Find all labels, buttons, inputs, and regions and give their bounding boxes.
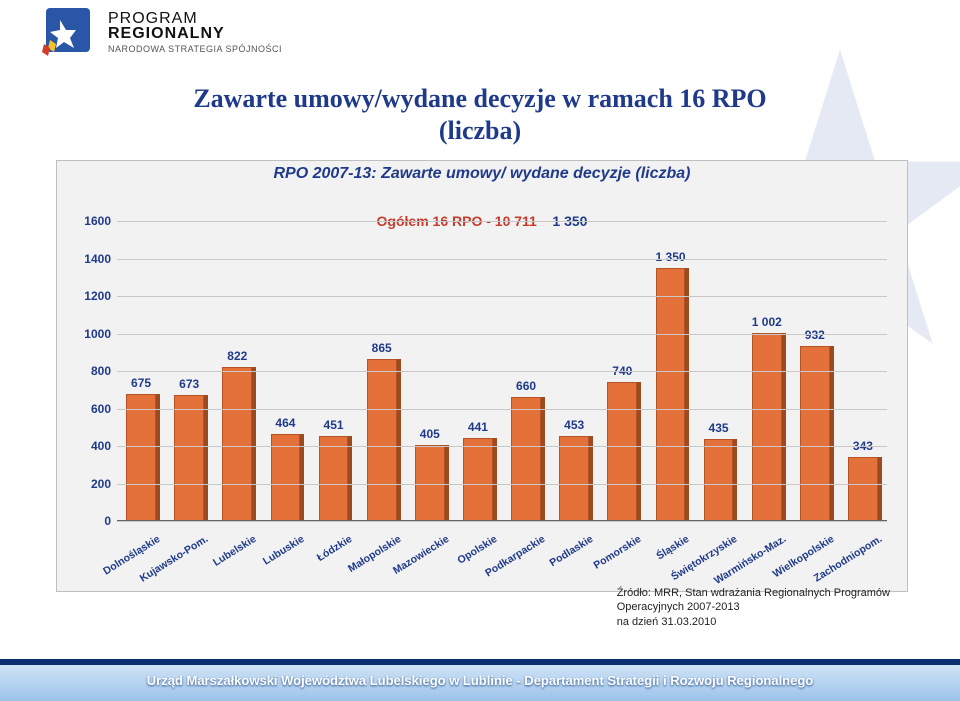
bar-slot: 740 (607, 382, 637, 521)
bar (126, 394, 156, 521)
gridline (117, 484, 887, 485)
source-l1: Źródło: MRR, Stan wdrażania Regionalnych… (617, 586, 890, 600)
gridline (117, 259, 887, 260)
bar-slot: 464 (271, 434, 301, 521)
bar-value-label: 441 (463, 420, 493, 434)
bar-value-label: 1 002 (752, 315, 782, 329)
footer-dark-band (0, 659, 960, 665)
bar-value-label: 453 (559, 418, 589, 432)
bar-slot: 1 002 (752, 333, 782, 521)
x-axis-label: Lubuskie (261, 533, 306, 568)
bar (704, 439, 734, 521)
gridline (117, 371, 887, 372)
bar-slot: 865 (367, 359, 397, 521)
bar-slot: 435 (704, 439, 734, 521)
title-line2: (liczba) (0, 116, 960, 146)
bar-slot: 660 (511, 397, 541, 521)
bar (367, 359, 397, 521)
y-tick-label: 400 (69, 439, 111, 453)
logo-line2: REGIONALNY (108, 26, 282, 43)
footer-bar: Urząd Marszałkowski Województwa Lubelski… (0, 647, 960, 701)
bar-value-label: 435 (704, 421, 734, 435)
y-tick-label: 1600 (69, 214, 111, 228)
source-l2: Operacyjnych 2007-2013 (617, 600, 890, 614)
bar-slot: 822 (222, 367, 252, 521)
bar-slot: 343 (848, 457, 878, 521)
chart-panel: RPO 2007-13: Zawarte umowy/ wydane decyz… (56, 160, 908, 592)
bar-slot: 451 (319, 436, 349, 521)
chart-plot: 675 673 822 464 451 865 405 441 660 453 740 1 350 43… (117, 221, 887, 521)
program-logo: PROGRAM REGIONALNY NARODOWA STRATEGIA SP… (40, 6, 282, 60)
x-axis-label: Podlaskie (548, 533, 596, 569)
bar-value-label: 673 (174, 377, 204, 391)
chart-source: Źródło: MRR, Stan wdrażania Regionalnych… (617, 586, 890, 629)
bar (319, 436, 349, 521)
y-tick-label: 1000 (69, 327, 111, 341)
bar (559, 436, 589, 521)
bar-value-label: 865 (367, 341, 397, 355)
bar (848, 457, 878, 521)
y-tick-label: 1200 (69, 289, 111, 303)
bar-slot: 441 (463, 438, 493, 521)
bar (174, 395, 204, 521)
bar-value-label: 451 (319, 418, 349, 432)
y-tick-label: 600 (69, 402, 111, 416)
y-tick-label: 1400 (69, 252, 111, 266)
bar (800, 346, 830, 521)
x-axis-label: Łódzkie (315, 533, 355, 564)
bar-value-label: 1 350 (656, 250, 686, 264)
x-axis-label: Lubelskie (211, 533, 258, 569)
gridline (117, 296, 887, 297)
bar (222, 367, 252, 521)
gridline (117, 409, 887, 410)
bar-value-label: 660 (511, 379, 541, 393)
bar-value-label: 822 (222, 349, 252, 363)
bar-value-label: 464 (271, 416, 301, 430)
gridline (117, 334, 887, 335)
x-axis-label: Śląskie (655, 533, 692, 562)
page: PROGRAM REGIONALNY NARODOWA STRATEGIA SP… (0, 0, 960, 701)
chart-title: RPO 2007-13: Zawarte umowy/ wydane decyz… (57, 165, 907, 183)
bar (752, 333, 782, 521)
bar (511, 397, 541, 521)
page-title: Zawarte umowy/wydane decyzje w ramach 16… (0, 84, 960, 146)
bar-value-label: 932 (800, 328, 830, 342)
x-axis-label: Pomorskie (592, 533, 644, 572)
bar-slot: 673 (174, 395, 204, 521)
gridline (117, 221, 887, 222)
footer-text: Urząd Marszałkowski Województwa Lubelski… (0, 673, 960, 688)
bar (463, 438, 493, 521)
bar (607, 382, 637, 521)
bar-value-label: 675 (126, 376, 156, 390)
gridline (117, 521, 887, 522)
bar-slot: 675 (126, 394, 156, 521)
bar (271, 434, 301, 521)
bar-value-label: 405 (415, 427, 445, 441)
y-tick-label: 800 (69, 364, 111, 378)
logo-line3: NARODOWA STRATEGIA SPÓJNOŚCI (108, 45, 282, 54)
title-line1: Zawarte umowy/wydane decyzje w ramach 16… (0, 84, 960, 114)
source-l3: na dzień 31.03.2010 (617, 615, 890, 629)
y-tick-label: 200 (69, 477, 111, 491)
bar-slot: 453 (559, 436, 589, 521)
gridline (117, 446, 887, 447)
y-tick-label: 0 (69, 514, 111, 528)
bar-slot: 932 (800, 346, 830, 521)
program-logo-icon (40, 6, 96, 60)
